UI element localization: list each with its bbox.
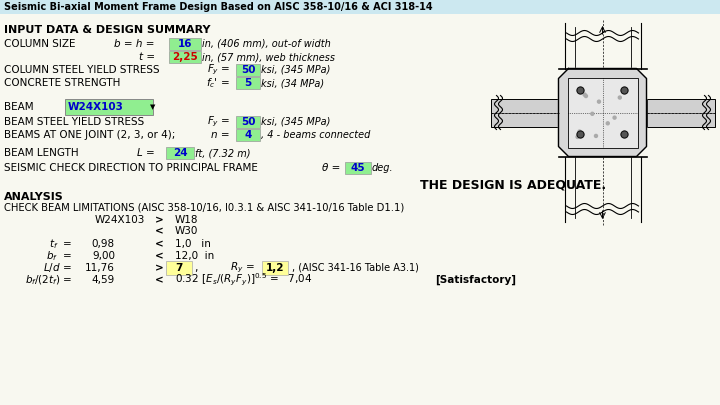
Text: L =: L = bbox=[138, 148, 155, 158]
Bar bbox=[0, 0, 720, 14]
Text: ▼: ▼ bbox=[150, 104, 156, 110]
Text: ,: , bbox=[194, 263, 197, 273]
Bar bbox=[169, 51, 201, 63]
Text: b = h =: b = h = bbox=[114, 39, 155, 49]
Text: Seismic Bi-axial Moment Frame Design Based on AISC 358-10/16 & ACI 318-14: Seismic Bi-axial Moment Frame Design Bas… bbox=[4, 2, 433, 12]
Bar bbox=[236, 116, 260, 128]
Text: <: < bbox=[155, 251, 163, 261]
Circle shape bbox=[621, 87, 628, 94]
Bar bbox=[166, 261, 192, 275]
Text: 4,59: 4,59 bbox=[91, 275, 115, 285]
Text: 12,0  in: 12,0 in bbox=[175, 251, 215, 261]
Bar bbox=[647, 98, 714, 126]
Text: W18: W18 bbox=[175, 215, 199, 225]
Circle shape bbox=[621, 131, 628, 138]
Text: BEAM LENGTH: BEAM LENGTH bbox=[4, 148, 78, 158]
Text: , 4 - beams connected: , 4 - beams connected bbox=[261, 130, 370, 140]
Text: BEAMS AT ONE JOINT (2, 3, or 4);: BEAMS AT ONE JOINT (2, 3, or 4); bbox=[4, 130, 176, 140]
Text: 24: 24 bbox=[173, 148, 187, 158]
Circle shape bbox=[618, 96, 621, 99]
Text: >: > bbox=[155, 263, 163, 273]
Text: $L/d$ =: $L/d$ = bbox=[43, 262, 72, 275]
Text: <: < bbox=[155, 275, 163, 285]
Circle shape bbox=[577, 87, 584, 94]
Text: 50: 50 bbox=[240, 117, 256, 127]
Bar bbox=[567, 77, 637, 147]
Text: W30: W30 bbox=[175, 226, 199, 236]
Bar bbox=[169, 38, 201, 50]
Text: 50: 50 bbox=[240, 65, 256, 75]
Text: [Satisfactory]: [Satisfactory] bbox=[435, 275, 516, 285]
Circle shape bbox=[598, 100, 600, 103]
Text: $R_y$ =: $R_y$ = bbox=[230, 261, 255, 275]
Text: <: < bbox=[155, 239, 163, 249]
Bar bbox=[65, 99, 153, 115]
Text: θ =: θ = bbox=[322, 163, 340, 173]
Text: $f_c$' =: $f_c$' = bbox=[207, 76, 230, 90]
Text: $t_f$  =: $t_f$ = bbox=[49, 237, 72, 251]
Text: 1,0   in: 1,0 in bbox=[175, 239, 211, 249]
Circle shape bbox=[595, 134, 598, 137]
Circle shape bbox=[591, 112, 594, 115]
Text: W24X103: W24X103 bbox=[95, 215, 145, 225]
Text: CONCRETE STRENGTH: CONCRETE STRENGTH bbox=[4, 78, 120, 88]
Text: 0.32 $[E_s / (R_y F_y)]^{0.5}$ =   7,04: 0.32 $[E_s / (R_y F_y)]^{0.5}$ = 7,04 bbox=[175, 272, 312, 288]
Bar bbox=[236, 77, 260, 89]
Circle shape bbox=[606, 122, 609, 125]
Text: $F_y$ =: $F_y$ = bbox=[207, 63, 230, 77]
Text: in, (406 mm), out-of width: in, (406 mm), out-of width bbox=[202, 39, 330, 49]
Text: COLUMN STEEL YIELD STRESS: COLUMN STEEL YIELD STRESS bbox=[4, 65, 160, 75]
Text: in, (57 mm), web thickness: in, (57 mm), web thickness bbox=[202, 52, 335, 62]
Circle shape bbox=[577, 131, 584, 138]
Polygon shape bbox=[559, 68, 647, 156]
Bar bbox=[166, 147, 194, 159]
Text: 1,2: 1,2 bbox=[266, 263, 284, 273]
Text: ANALYSIS: ANALYSIS bbox=[4, 192, 64, 202]
Text: SEISMIC CHECK DIRECTION TO PRINCIPAL FRAME: SEISMIC CHECK DIRECTION TO PRINCIPAL FRA… bbox=[4, 163, 258, 173]
Text: n =: n = bbox=[212, 130, 230, 140]
Text: BEAM STEEL YIELD STRESS: BEAM STEEL YIELD STRESS bbox=[4, 117, 144, 127]
Text: 7: 7 bbox=[175, 263, 183, 273]
Text: $F_y$ =: $F_y$ = bbox=[207, 115, 230, 129]
Circle shape bbox=[576, 135, 579, 139]
Text: ft, (7.32 m): ft, (7.32 m) bbox=[195, 148, 251, 158]
Bar bbox=[262, 261, 288, 275]
Text: <: < bbox=[155, 226, 163, 236]
Text: 45: 45 bbox=[351, 163, 365, 173]
Text: $b_f$  =: $b_f$ = bbox=[46, 249, 72, 263]
Text: COLUMN SIZE: COLUMN SIZE bbox=[4, 39, 76, 49]
Text: 0,98: 0,98 bbox=[92, 239, 115, 249]
Text: deg.: deg. bbox=[372, 163, 394, 173]
Text: >: > bbox=[155, 215, 163, 225]
Text: 9,00: 9,00 bbox=[92, 251, 115, 261]
Circle shape bbox=[585, 94, 588, 98]
Text: 2,25: 2,25 bbox=[172, 52, 198, 62]
Text: CHECK BEAM LIMITATIONS (AISC 358-10/16, I0.3.1 & AISC 341-10/16 Table D1.1): CHECK BEAM LIMITATIONS (AISC 358-10/16, … bbox=[4, 203, 404, 213]
Text: , (AISC 341-16 Table A3.1): , (AISC 341-16 Table A3.1) bbox=[292, 263, 419, 273]
Bar bbox=[236, 129, 260, 141]
Text: 11,76: 11,76 bbox=[85, 263, 115, 273]
Circle shape bbox=[613, 116, 616, 119]
Text: INPUT DATA & DESIGN SUMMARY: INPUT DATA & DESIGN SUMMARY bbox=[4, 25, 210, 35]
Circle shape bbox=[583, 93, 586, 96]
Text: 4: 4 bbox=[244, 130, 252, 140]
Text: BEAM: BEAM bbox=[4, 102, 34, 112]
Text: $b_f / (2t_f)$ =: $b_f / (2t_f)$ = bbox=[24, 273, 72, 287]
Text: t =: t = bbox=[139, 52, 155, 62]
Text: 16: 16 bbox=[178, 39, 192, 49]
Bar bbox=[345, 162, 371, 174]
Bar bbox=[490, 98, 559, 126]
Text: 5: 5 bbox=[244, 78, 251, 88]
Bar bbox=[236, 64, 260, 76]
Text: ksi, (345 MPa): ksi, (345 MPa) bbox=[261, 65, 330, 75]
Text: W24X103: W24X103 bbox=[68, 102, 124, 112]
Text: THE DESIGN IS ADEQUATE.: THE DESIGN IS ADEQUATE. bbox=[420, 179, 606, 192]
Text: ksi, (34 MPa): ksi, (34 MPa) bbox=[261, 78, 324, 88]
Bar bbox=[490, 15, 715, 230]
Text: ksi, (345 MPa): ksi, (345 MPa) bbox=[261, 117, 330, 127]
Circle shape bbox=[578, 130, 581, 133]
